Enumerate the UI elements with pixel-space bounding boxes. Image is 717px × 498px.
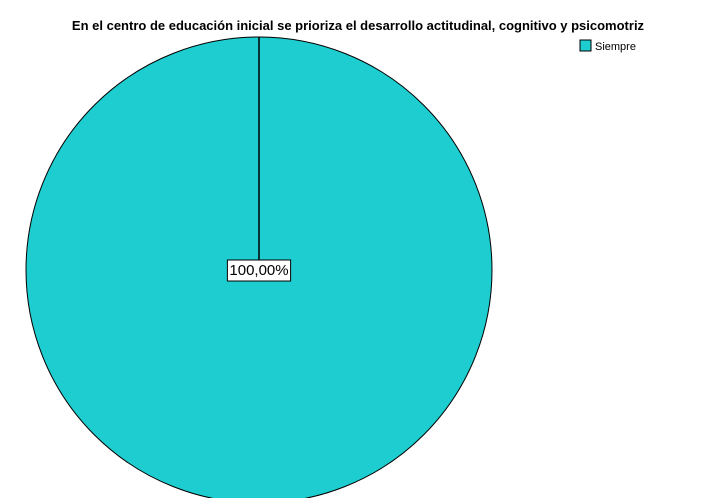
chart-title: En el centro de educación inicial se pri… [72,18,645,33]
legend: Siempre [579,39,636,53]
data-label-siempre: 100,00% [226,259,292,282]
data-label-text: 100,00% [229,262,288,279]
legend-swatch-siempre [579,39,592,52]
data-label-box [226,259,292,282]
legend-label-siempre: Siempre [595,41,636,53]
data-labels: 100,00% [226,259,292,282]
